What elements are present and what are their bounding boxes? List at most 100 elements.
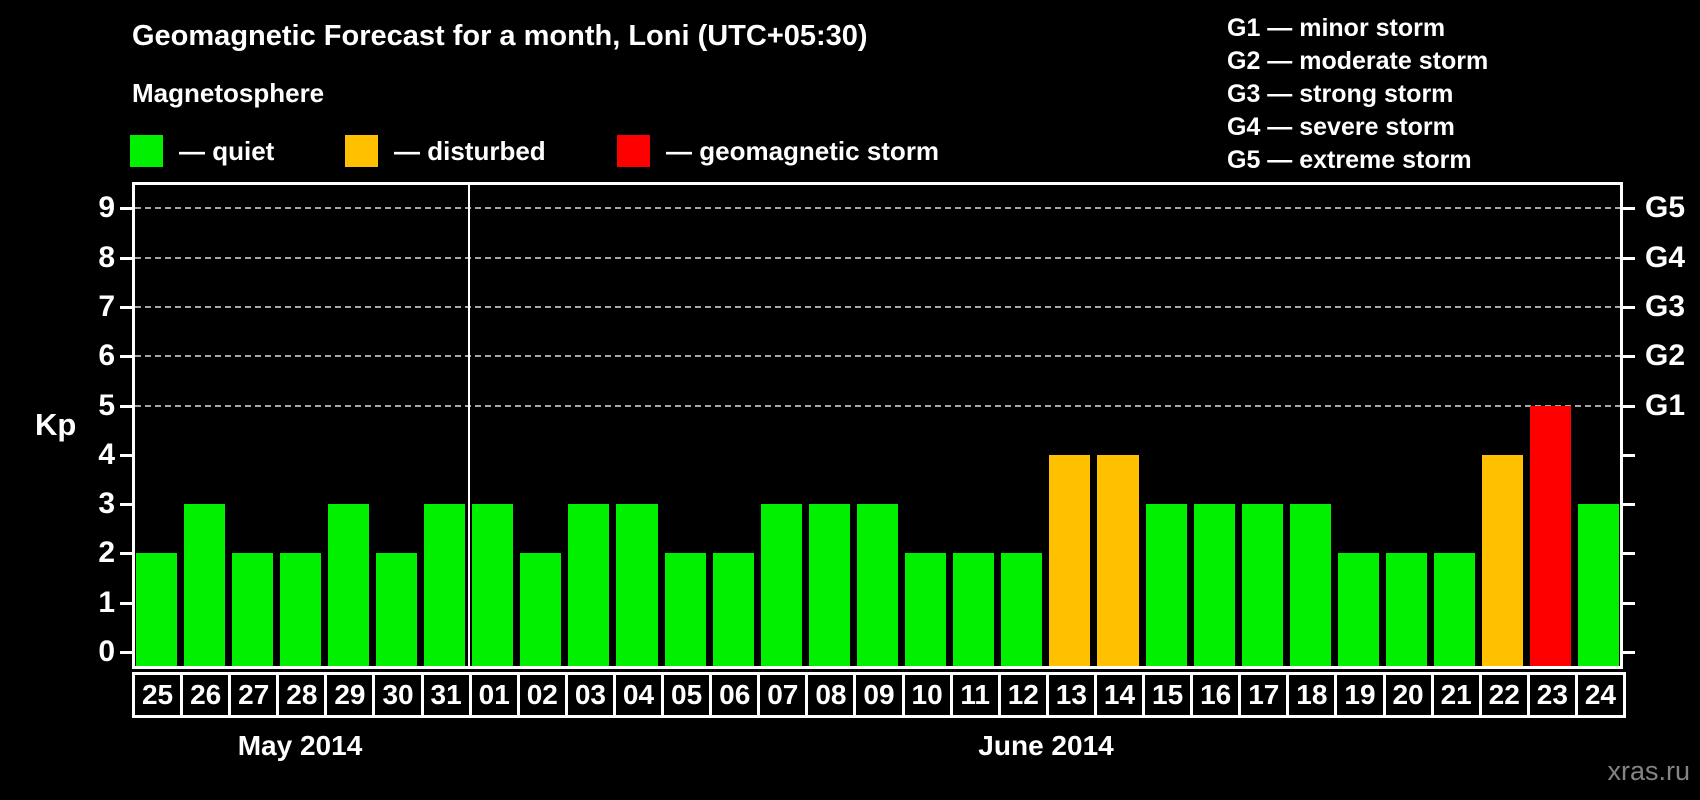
left-axis-tick-9	[120, 207, 132, 211]
disturbed-legend-label: — disturbed	[394, 135, 546, 166]
kp-bar-day-20	[1386, 553, 1428, 666]
left-axis-tick-2	[120, 552, 132, 556]
day-label-17: 17	[1238, 672, 1290, 718]
day-label-05: 05	[661, 672, 713, 718]
y-axis-tick-label-2: 2	[98, 536, 115, 570]
chart-title: Geomagnetic Forecast for a month, Loni (…	[132, 20, 868, 52]
kp-bar-day-04	[616, 504, 658, 666]
day-label-01: 01	[468, 672, 520, 718]
y-axis-tick-label-7: 7	[98, 289, 115, 323]
kp-bar-day-09	[856, 504, 899, 666]
g-scale-label-g1: G1	[1645, 388, 1686, 422]
kp-bar-day-28	[279, 553, 321, 666]
month-label-may: May 2014	[237, 730, 363, 761]
day-label-09: 09	[853, 672, 905, 718]
quiet-color-swatch	[130, 135, 163, 167]
day-label-21: 21	[1430, 672, 1482, 718]
storm-scale-item-g5: G5 — extreme storm	[1227, 146, 1472, 174]
day-label-28: 28	[276, 672, 328, 718]
y-axis-tick-label-8: 8	[98, 240, 115, 274]
storm-color-swatch	[617, 135, 650, 167]
plot-area	[132, 182, 1623, 669]
right-axis-tick-8	[1623, 256, 1635, 260]
day-label-19: 19	[1334, 672, 1386, 718]
gridline-kp-8	[135, 256, 1620, 259]
day-label-03: 03	[564, 672, 616, 718]
right-axis-tick-5	[1623, 404, 1635, 408]
day-label-31: 31	[420, 672, 472, 718]
day-label-26: 26	[180, 672, 232, 718]
left-axis-tick-7	[120, 305, 132, 309]
kp-bar-day-07	[760, 504, 802, 666]
storm-scale-item-g4: G4 — severe storm	[1227, 113, 1455, 141]
gridline-kp-9	[135, 207, 1620, 210]
g-scale-label-g5: G5	[1645, 191, 1686, 225]
day-label-06: 06	[709, 672, 761, 718]
storm-scale-item-g2: G2 — moderate storm	[1227, 47, 1489, 75]
kp-bar-day-13	[1049, 454, 1091, 666]
kp-bar-day-24	[1578, 504, 1620, 666]
day-label-18: 18	[1286, 672, 1338, 718]
day-label-10: 10	[901, 672, 953, 718]
day-label-08: 08	[805, 672, 857, 718]
y-axis-tick-label-3: 3	[98, 487, 115, 521]
kp-bar-day-18	[1289, 504, 1331, 666]
y-axis-tick-label-9: 9	[98, 191, 115, 225]
kp-bar-day-14	[1097, 454, 1139, 666]
y-axis-tick-label-5: 5	[98, 388, 115, 422]
day-label-24: 24	[1574, 672, 1626, 718]
kp-bar-day-17	[1241, 504, 1283, 666]
right-axis-tick-7	[1623, 305, 1635, 309]
day-label-20: 20	[1382, 672, 1434, 718]
left-axis-tick-5	[120, 404, 132, 408]
storm-scale-item-g1: G1 — minor storm	[1227, 14, 1446, 42]
right-axis-tick-9	[1623, 207, 1635, 211]
day-label-02: 02	[516, 672, 568, 718]
day-label-27: 27	[228, 672, 280, 718]
day-label-22: 22	[1478, 672, 1530, 718]
left-axis-tick-0	[120, 651, 132, 654]
day-label-04: 04	[612, 672, 665, 718]
kp-bar-day-06	[712, 553, 754, 666]
right-axis-tick-4	[1623, 453, 1635, 457]
legend-item-quiet: — quiet	[130, 135, 274, 167]
kp-bar-day-19	[1337, 553, 1379, 666]
y-axis-tick-label-0: 0	[98, 635, 115, 668]
day-label-30: 30	[372, 672, 424, 718]
left-axis-tick-8	[120, 256, 132, 260]
magnetosphere-legend-heading: Magnetosphere	[132, 78, 325, 108]
y-axis-tick-label-4: 4	[98, 437, 115, 471]
right-axis-tick-1	[1623, 601, 1635, 605]
right-axis-tick-2	[1623, 552, 1635, 556]
g-scale-label-g4: G4	[1645, 240, 1686, 274]
y-axis-tick-label-6: 6	[98, 339, 115, 373]
kp-bar-day-12	[1001, 553, 1043, 666]
day-label-13: 13	[1045, 672, 1097, 718]
y-axis-title: Kp	[35, 407, 77, 442]
kp-bar-day-16	[1193, 504, 1235, 666]
day-label-14: 14	[1093, 672, 1146, 718]
storm-legend-label: — geomagnetic storm	[666, 135, 940, 166]
storm-scale-item-g3: G3 — strong storm	[1227, 80, 1454, 108]
right-axis-tick-0	[1623, 651, 1635, 654]
left-axis-tick-6	[120, 355, 132, 359]
month-label-june: June 2014	[978, 730, 1114, 761]
day-label-25: 25	[132, 672, 184, 718]
kp-bar-day-08	[808, 504, 850, 666]
day-label-12: 12	[997, 672, 1049, 718]
kp-bar-day-15	[1145, 504, 1187, 666]
kp-bar-day-22	[1482, 454, 1524, 666]
kp-bar-day-11	[953, 553, 995, 666]
day-label-16: 16	[1190, 672, 1242, 718]
kp-bar-day-29	[327, 504, 369, 666]
month-separator-line	[467, 185, 470, 666]
kp-bar-day-26	[183, 504, 225, 666]
kp-bar-day-30	[375, 553, 418, 666]
kp-bar-day-01	[472, 504, 514, 666]
day-label-23: 23	[1526, 672, 1578, 718]
day-label-11: 11	[949, 672, 1001, 718]
gridline-kp-5	[135, 404, 1620, 407]
legend-item-disturbed: — disturbed	[345, 135, 546, 167]
kp-bar-day-10	[905, 553, 947, 666]
kp-bar-day-03	[568, 504, 610, 666]
